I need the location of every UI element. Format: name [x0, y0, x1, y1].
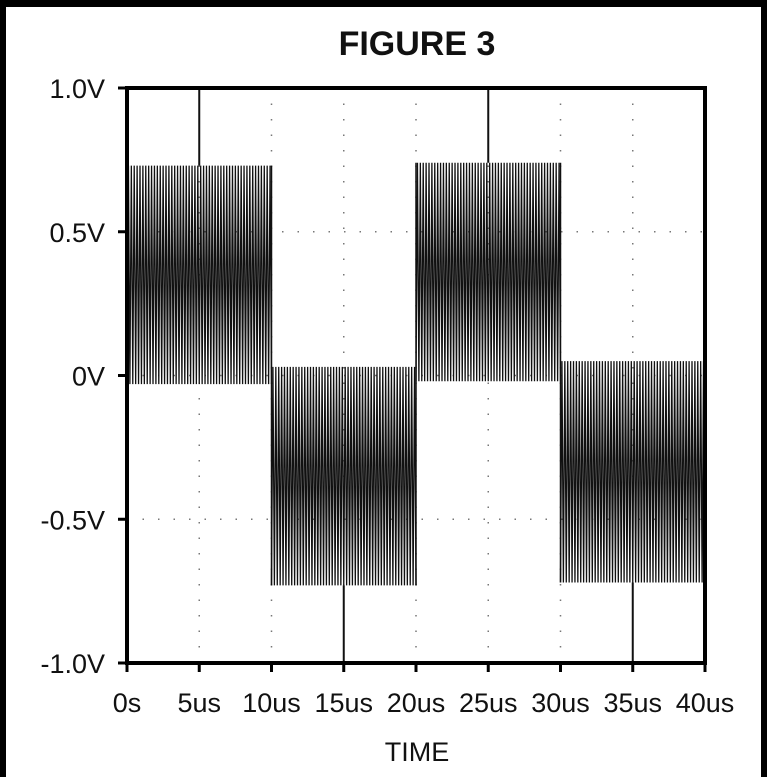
x-tick-label-8: 40us: [676, 688, 735, 718]
wave-segment-2: [415, 162, 562, 382]
wave-segment-0: [126, 165, 273, 385]
x-tick-label-3: 15us: [314, 688, 373, 718]
x-tick-label-1: 5us: [177, 688, 221, 718]
y-tick-label-3: -0.5V: [40, 505, 105, 535]
y-axis-ticks: 1.0V 0.5V 0V -0.5V -1.0V: [40, 74, 127, 679]
wave-segment-3: [559, 361, 706, 583]
x-tick-label-2: 10us: [242, 688, 301, 718]
waveform: [126, 88, 706, 663]
chart-title: FIGURE 3: [339, 25, 496, 63]
x-tick-label-5: 25us: [459, 688, 518, 718]
x-axis-label: TIME: [385, 737, 450, 767]
x-tick-label-7: 35us: [603, 688, 662, 718]
x-tick-label-0: 0s: [113, 688, 142, 718]
y-tick-label-4: -1.0V: [40, 649, 105, 679]
y-tick-label-1: 0.5V: [49, 218, 105, 248]
x-tick-label-6: 30us: [531, 688, 590, 718]
y-tick-label-2: 0V: [72, 362, 105, 392]
y-tick-label-0: 1.0V: [49, 74, 105, 104]
x-tick-label-4: 20us: [387, 688, 446, 718]
x-axis-ticks: 0s 5us 10us 15us 20us 25us 30us 35us 40us: [113, 663, 735, 718]
